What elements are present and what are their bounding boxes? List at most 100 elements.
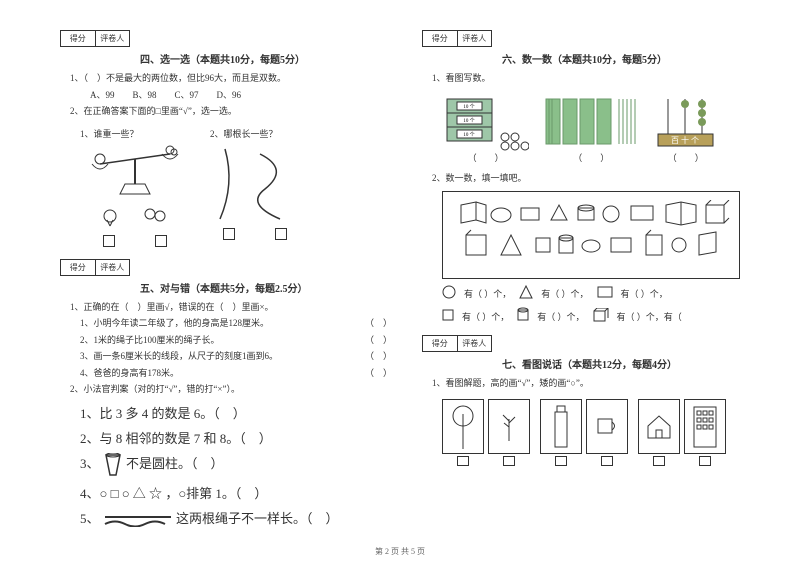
q5-1: 1、正确的在（ ）里画√，错误的在（ ）里画×。 [70, 301, 392, 315]
q4-figures: 1、谁重一些？ 2、哪根长一些？ [80, 127, 392, 247]
shapes-collection-icon [451, 200, 731, 270]
square-icon [442, 309, 454, 321]
cylinder-icon [517, 307, 529, 323]
shapes-box [442, 191, 740, 279]
circles-icon [499, 131, 529, 151]
house [638, 399, 680, 454]
circle-count[interactable]: 有（ ）个， [464, 287, 511, 300]
blank[interactable]: （ ） [442, 151, 529, 164]
score-box: 得分 评卷人 [60, 30, 130, 47]
q5-b5: 5、 这两根绳子不一样长。（ ） [80, 508, 392, 527]
checkbox[interactable] [275, 228, 287, 240]
balance-block: 1、谁重一些？ [80, 127, 190, 247]
checkbox[interactable] [457, 456, 469, 466]
thermos [540, 399, 582, 454]
rect-count[interactable]: 有（ ）个， [621, 287, 668, 300]
grader-label: 评卷人 [96, 31, 130, 46]
ropes-icon [103, 513, 173, 527]
q5-b3: 3、 不是圆柱。（ ） [80, 453, 392, 477]
q5-1a: 1、小明今年读二年级了，他的身高是128厘米。（ ） [80, 317, 392, 331]
q6-1: 1、看图写数。 [432, 72, 760, 86]
tree-icon [448, 404, 478, 449]
abacus-fig: 百 十 个 （ ） [653, 94, 718, 164]
q6-2: 2、数一数，填一填吧。 [432, 172, 760, 186]
cup [586, 399, 628, 454]
score-label: 得分 [423, 336, 458, 351]
section7-title: 七、看图说话（本题共12分，每题4分） [502, 356, 760, 371]
curves-block: 2、哪根长一些？ [210, 127, 300, 247]
tree-short [488, 399, 530, 454]
q5-b2: 2、与 8 相邻的数是 7 和 8。（ ） [80, 428, 392, 447]
svg-text:10 个: 10 个 [463, 132, 474, 138]
cuboid-icon [593, 308, 609, 322]
cube-count[interactable]: 有（ ）个，有（ [617, 310, 682, 323]
tri-count[interactable]: 有（ ）个， [541, 287, 588, 300]
pic-group [442, 399, 530, 466]
q5-b4-num: 4、○ □ ○ △ ☆ [80, 486, 162, 501]
mug-icon [595, 416, 619, 436]
sticks-fig: （ ） [541, 94, 641, 164]
q5-2: 2、小法官判案（对的打“√”，错的打“×”）。 [70, 383, 392, 397]
blank[interactable]: （ ） [653, 151, 718, 164]
q5-b3-num: 3、 [80, 456, 100, 471]
score-box: 得分 评卷人 [60, 259, 130, 276]
house-icon [644, 412, 674, 440]
triangle-icon [519, 285, 533, 299]
checkbox[interactable] [155, 235, 167, 247]
q5-b4-suffix: ，○排第 1。（ ） [165, 486, 267, 501]
page-footer: 第 2 页 共 5 页 [0, 546, 800, 557]
left-column: 得分 评卷人 四、选一选（本题共10分，每题5分） 1、（ ）不是最大的两位数，… [60, 30, 392, 533]
checkbox[interactable] [653, 456, 665, 466]
building-icon [691, 404, 719, 449]
cup-icon [103, 453, 123, 477]
grader-label: 评卷人 [458, 31, 492, 46]
boxes-icon: 10 个 10 个 10 个 [442, 94, 497, 149]
checkbox[interactable] [555, 456, 567, 466]
thermos-icon [551, 404, 571, 449]
grader-label: 评卷人 [458, 336, 492, 351]
q4-2a: 1、谁重一些？ [80, 127, 190, 140]
q6-figures: 10 个 10 个 10 个 （ ） （ ） [442, 94, 760, 164]
checkbox[interactable] [699, 456, 711, 466]
svg-text:百 十 个: 百 十 个 [671, 135, 699, 145]
q4-1: 1、（ ）不是最大的两位数，但比96大，而且是双数。 [70, 72, 392, 86]
q5-1d: 4、爸爸的身高有178米。（ ） [80, 367, 392, 381]
shape-answers-1: 有（ ）个， 有（ ）个， 有（ ）个， [442, 285, 740, 301]
sapling-icon [499, 411, 519, 441]
shape-answers-2: 有（ ）个， 有（ ）个， 有（ ）个，有（ [442, 307, 740, 325]
cyl-count[interactable]: 有（ ）个， [537, 310, 584, 323]
section4-title: 四、选一选（本题共10分，每题5分） [140, 51, 392, 66]
worksheet-page: 得分 评卷人 四、选一选（本题共10分，每题5分） 1、（ ）不是最大的两位数，… [0, 0, 800, 553]
q5-1c: 3、画一条6厘米长的线段，从尺子的刻度1画到6。（ ） [80, 350, 392, 364]
score-box: 得分 评卷人 [422, 335, 492, 352]
sq-count[interactable]: 有（ ）个， [462, 310, 509, 323]
q5-1b: 2、1米的绳子比100厘米的绳子长。（ ） [80, 334, 392, 348]
pic-group [638, 399, 726, 466]
q5-b4: 4、○ □ ○ △ ☆ ，○排第 1。（ ） [80, 483, 392, 502]
q7-pictures [442, 399, 740, 466]
balance-icon [80, 144, 190, 204]
checkbox[interactable] [601, 456, 613, 466]
score-label: 得分 [423, 31, 458, 46]
curves-icon [210, 144, 300, 224]
blank[interactable]: （ ） [541, 151, 641, 164]
checkbox[interactable] [223, 228, 235, 240]
q4-1-options: A、99 B、98 C、97 D、96 [90, 89, 392, 103]
checkbox[interactable] [103, 235, 115, 247]
circle-icon [442, 285, 456, 299]
tree-tall [442, 399, 484, 454]
svg-text:10 个: 10 个 [463, 118, 474, 124]
q5-b5-num: 5、 [80, 511, 100, 526]
chicks-icon [80, 204, 190, 229]
pic-group [540, 399, 628, 466]
score-label: 得分 [61, 260, 96, 275]
box-label: 10 个 [463, 104, 474, 110]
sticks-icon [541, 94, 641, 149]
grader-label: 评卷人 [96, 260, 130, 275]
abacus-icon: 百 十 个 [653, 94, 718, 149]
section6-title: 六、数一数（本题共10分，每题5分） [502, 51, 760, 66]
checkbox[interactable] [503, 456, 515, 466]
q4-2b: 2、哪根长一些？ [210, 127, 300, 140]
q5-b1: 1、比 3 多 4 的数是 6。（ ） [80, 403, 392, 422]
right-column: 得分 评卷人 六、数一数（本题共10分，每题5分） 1、看图写数。 10 个 1… [422, 30, 760, 533]
